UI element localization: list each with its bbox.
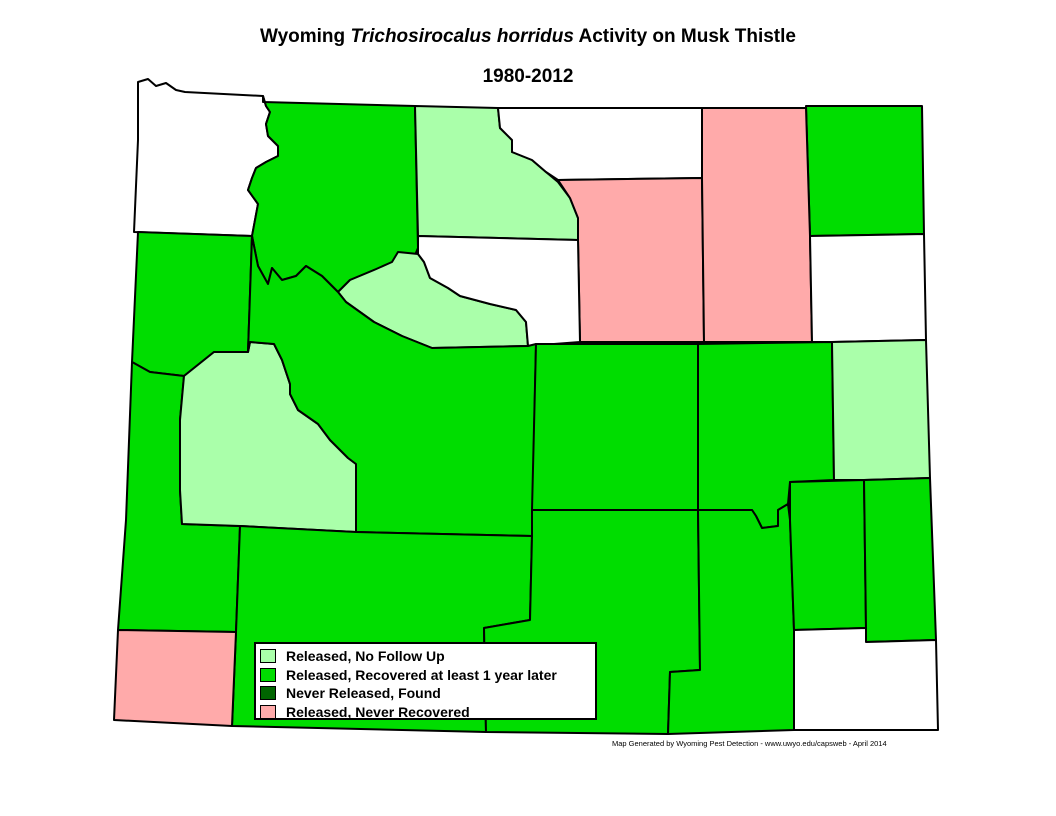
map-title: Wyoming Trichosirocalus horridus Activit… [0,26,1056,48]
legend-label: Released, Never Recovered [286,703,470,720]
title-prefix: Wyoming [260,26,346,47]
county-goshen[interactable] [831,339,931,481]
legend-label: Released, No Follow Up [286,648,445,665]
title-suffix: Activity on Musk Thistle [578,26,796,47]
county-uinta[interactable] [113,629,237,727]
county-laramie-south[interactable] [793,627,939,731]
legend-swatch [260,686,276,701]
title-species: Trichosirocalus horridus [350,26,574,47]
county-crook[interactable] [805,105,925,237]
legend-item: Released, No Follow Up [260,647,595,666]
legend-swatch [260,649,276,664]
legend-label: Released, Recovered at least 1 year late… [286,666,557,683]
legend-item: Released, Recovered at least 1 year late… [260,666,595,685]
legend-item: Never Released, Found [260,684,595,703]
map-subtitle: 1980-2012 [482,66,574,87]
county-hot-springs[interactable] [417,235,581,347]
legend-swatch [260,704,276,719]
county-natrona[interactable] [531,343,699,511]
county-niobrara[interactable] [809,233,927,343]
county-laramie[interactable] [863,477,937,643]
legend-swatch [260,667,276,682]
legend-label: Never Released, Found [286,685,441,702]
legend-item: Released, Never Recovered [260,703,595,722]
county-platte[interactable] [789,479,867,631]
map-credit: Map Generated by Wyoming Pest Detection … [612,739,887,748]
map-legend: Released, No Follow Up Released, Recover… [254,642,597,720]
county-weston[interactable] [701,107,813,343]
county-fremont[interactable] [247,235,537,537]
